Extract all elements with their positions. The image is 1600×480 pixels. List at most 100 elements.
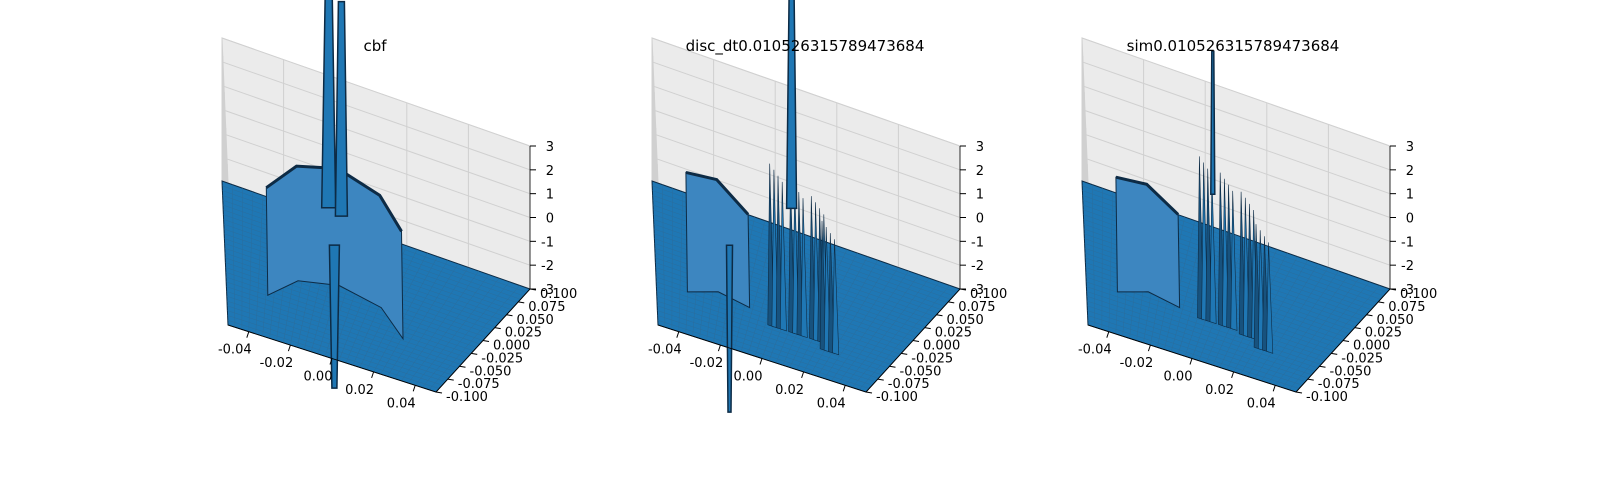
surface-blade bbox=[1266, 242, 1274, 354]
y-tick-label: -0.100 bbox=[1306, 390, 1348, 405]
y-tick-label: 0.000 bbox=[493, 339, 530, 354]
x-tick bbox=[412, 385, 416, 392]
surface-mesh-line bbox=[415, 278, 500, 386]
x-tick-label: 0.02 bbox=[345, 383, 374, 398]
y-tick-label: 0.100 bbox=[540, 287, 577, 302]
surface-spike bbox=[320, 0, 337, 209]
surface-mesh-line bbox=[838, 274, 920, 384]
y-tick-label: -0.075 bbox=[1318, 377, 1360, 392]
y-tick-label: -0.075 bbox=[888, 377, 930, 392]
y-tick-label: 0.075 bbox=[528, 300, 565, 315]
surface-mesh-line bbox=[1261, 270, 1339, 381]
z-tick-label: 1 bbox=[1406, 188, 1414, 203]
y-tick bbox=[1342, 340, 1350, 342]
y-tick bbox=[889, 365, 896, 368]
x-tick-label: 0.04 bbox=[817, 396, 846, 411]
z-tick-label: 3 bbox=[976, 140, 984, 155]
surface-blade bbox=[832, 239, 840, 356]
x-tick bbox=[329, 358, 333, 365]
y-tick bbox=[506, 314, 513, 317]
y-tick-label: -0.075 bbox=[458, 377, 500, 392]
surface-blade bbox=[1230, 190, 1238, 331]
x-tick bbox=[676, 331, 680, 338]
x-tick bbox=[759, 358, 763, 365]
x-tick-label: -0.04 bbox=[648, 343, 682, 358]
y-tick-label: 0.000 bbox=[1353, 339, 1390, 354]
z-tick-label: 2 bbox=[546, 164, 554, 179]
y-tick bbox=[459, 365, 466, 368]
y-tick bbox=[1378, 301, 1385, 304]
y-tick-label: 0.050 bbox=[517, 313, 554, 328]
y-tick bbox=[1295, 391, 1303, 394]
y-tick-label: 0.025 bbox=[935, 326, 972, 341]
subplot-1: -0.04-0.020.000.020.040.1000.0750.0500.0… bbox=[218, 0, 577, 411]
x-tick bbox=[801, 371, 805, 379]
x-tick-label: -0.04 bbox=[1078, 343, 1112, 358]
y-tick bbox=[1307, 378, 1314, 381]
z-tick-label: 2 bbox=[1406, 164, 1414, 179]
y-tick bbox=[1331, 352, 1338, 355]
x-tick bbox=[1231, 371, 1235, 379]
y-tick bbox=[447, 378, 454, 381]
y-tick-label: -0.100 bbox=[876, 390, 918, 405]
y-tick bbox=[1319, 365, 1326, 368]
x-tick-label: 0.02 bbox=[1205, 383, 1234, 398]
z-tick-label: -1 bbox=[971, 235, 984, 250]
surface-wall-rim bbox=[1115, 175, 1180, 216]
x-tick bbox=[842, 385, 846, 392]
surface-spike bbox=[1210, 50, 1216, 195]
z-tick-label: 2 bbox=[976, 164, 984, 179]
x-tick-label: 0.02 bbox=[775, 383, 804, 398]
x-tick bbox=[1272, 385, 1276, 392]
x-tick bbox=[1147, 344, 1151, 352]
surface-mesh-line bbox=[858, 285, 950, 390]
y-tick bbox=[877, 378, 884, 381]
y-tick-label: -0.050 bbox=[900, 364, 942, 379]
y-tick bbox=[471, 352, 478, 355]
x-tick bbox=[1189, 358, 1193, 365]
x-tick-label: 0.04 bbox=[1247, 396, 1276, 411]
y-tick bbox=[936, 314, 943, 317]
z-tick-label: -3 bbox=[541, 283, 554, 298]
z-tick-label: 1 bbox=[976, 188, 984, 203]
y-tick-label: 0.000 bbox=[923, 339, 960, 354]
y-tick-label: -0.050 bbox=[1330, 364, 1372, 379]
z-tick-label: 3 bbox=[546, 140, 554, 155]
x-tick-label: 0.00 bbox=[734, 370, 763, 385]
y-tick bbox=[912, 340, 920, 342]
surface-spike bbox=[334, 0, 349, 217]
surface-mesh-line bbox=[1275, 278, 1360, 386]
z-tick-label: 0 bbox=[1406, 212, 1414, 227]
surface-wall-rim bbox=[685, 170, 750, 216]
x-tick-label: -0.02 bbox=[260, 356, 294, 371]
y-tick-label: 0.050 bbox=[947, 313, 984, 328]
z-tick-label: -2 bbox=[1401, 259, 1414, 274]
y-tick-label: -0.025 bbox=[1341, 351, 1383, 366]
x-tick-label: 0.00 bbox=[1164, 370, 1193, 385]
x-tick bbox=[1106, 331, 1110, 338]
y-tick bbox=[435, 391, 443, 394]
z-tick-label: -1 bbox=[1401, 235, 1414, 250]
z-tick-label: 0 bbox=[976, 212, 984, 227]
y-tick-label: -0.050 bbox=[470, 364, 512, 379]
surface-mesh-line bbox=[851, 281, 940, 388]
x-tick-label: -0.04 bbox=[218, 343, 252, 358]
z-tick-label: -3 bbox=[971, 283, 984, 298]
surface-mesh-line bbox=[1268, 274, 1350, 384]
y-tick-label: 0.100 bbox=[1400, 287, 1437, 302]
x-tick-label: 0.04 bbox=[387, 396, 416, 411]
surface-mesh-line bbox=[428, 285, 520, 390]
surface-mesh-line bbox=[831, 270, 909, 381]
y-tick bbox=[482, 340, 490, 342]
x-tick bbox=[371, 371, 375, 379]
surface-mesh-line bbox=[1281, 281, 1370, 388]
z-tick-label: -3 bbox=[1401, 283, 1414, 298]
surface-mesh-line bbox=[401, 270, 479, 381]
subplot-3: -0.04-0.020.000.020.040.1000.0750.0500.0… bbox=[1078, 37, 1437, 411]
surface-blade bbox=[800, 198, 808, 339]
z-tick-label: -2 bbox=[541, 259, 554, 274]
surface-mesh-line bbox=[845, 278, 930, 386]
surface-blade bbox=[779, 181, 787, 332]
y-tick bbox=[865, 391, 873, 394]
